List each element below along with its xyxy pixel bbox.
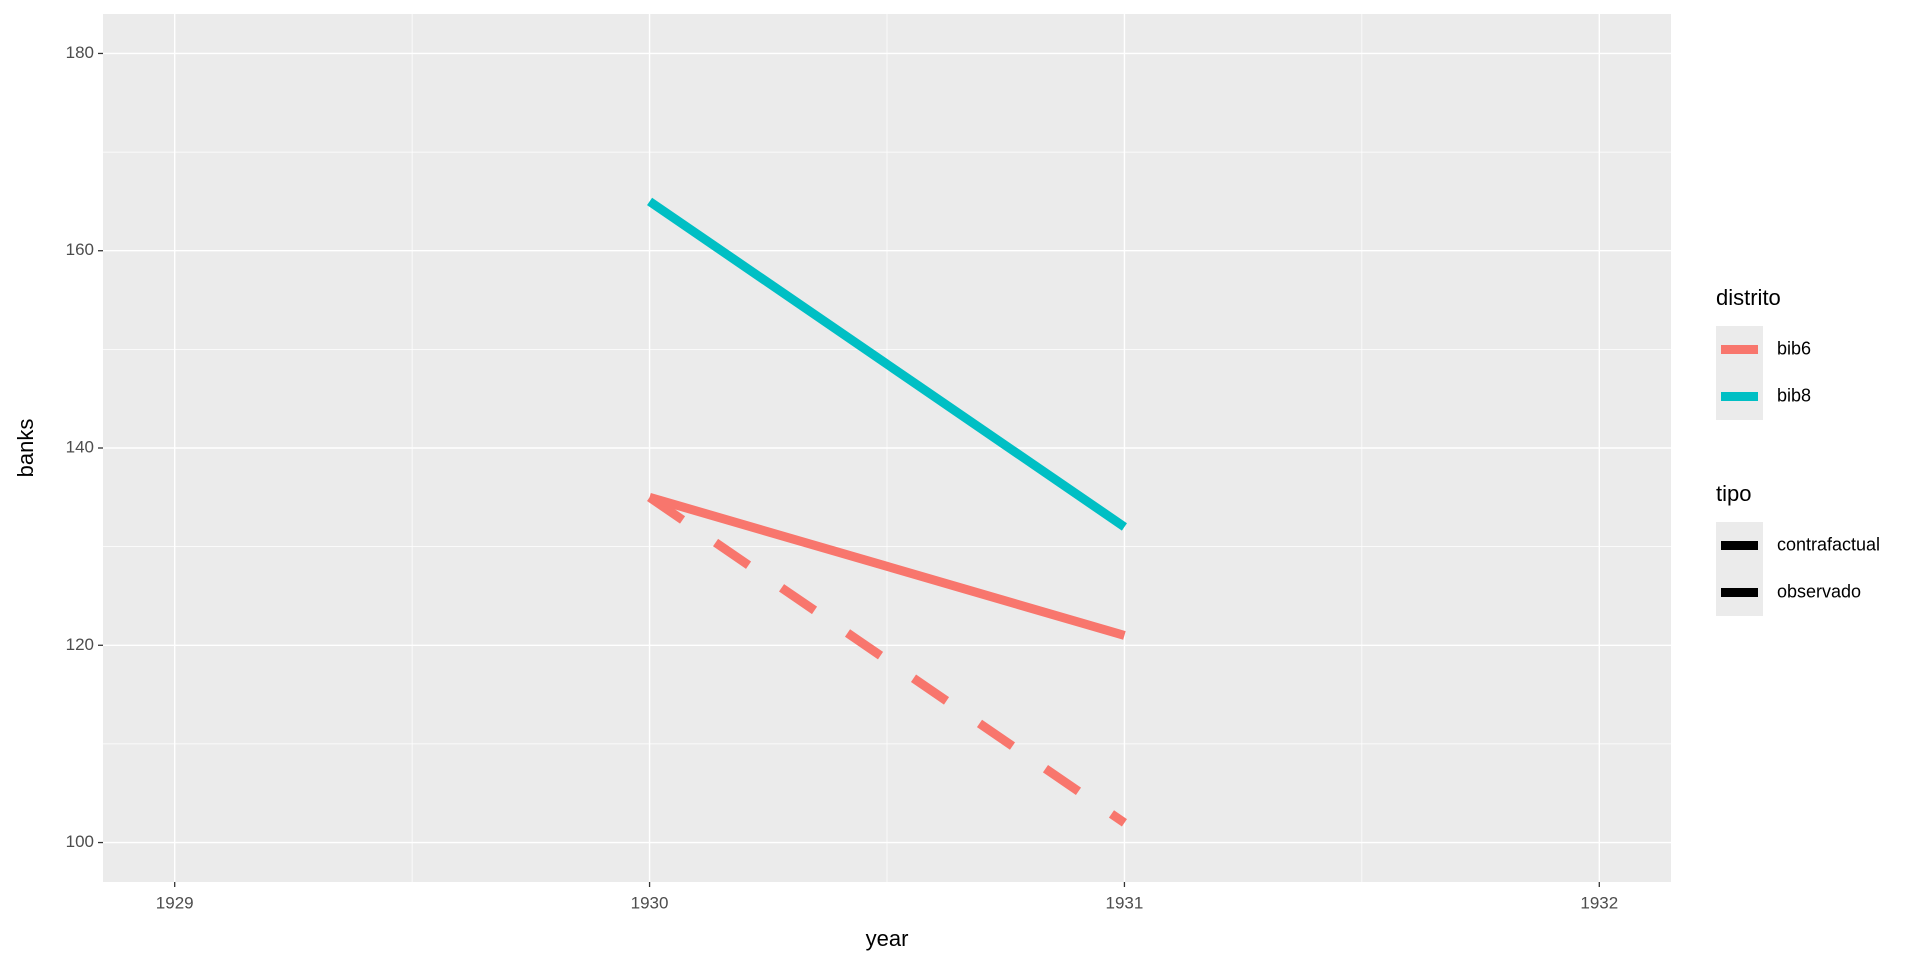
legend-label: bib8 bbox=[1777, 385, 1811, 405]
x-tick-label: 1929 bbox=[156, 893, 194, 912]
y-tick-label: 100 bbox=[66, 832, 94, 851]
y-tick-label: 180 bbox=[66, 43, 94, 62]
x-tick-label: 1930 bbox=[631, 893, 669, 912]
legend-key-background bbox=[1716, 326, 1763, 420]
x-tick-label: 1932 bbox=[1580, 893, 1618, 912]
legend-title: distrito bbox=[1716, 285, 1781, 310]
legend-title: tipo bbox=[1716, 481, 1751, 506]
x-axis-title: year bbox=[866, 926, 909, 951]
y-tick-label: 140 bbox=[66, 437, 94, 456]
y-tick-label: 160 bbox=[66, 240, 94, 259]
series-line bbox=[647, 493, 1127, 827]
legend-label: observado bbox=[1777, 581, 1861, 601]
x-tick-label: 1931 bbox=[1106, 893, 1144, 912]
y-tick-label: 120 bbox=[66, 635, 94, 654]
legend-label: contrafactual bbox=[1777, 534, 1880, 554]
series-line bbox=[647, 197, 1127, 531]
legend-key-background bbox=[1716, 522, 1763, 616]
series-line bbox=[648, 492, 1126, 640]
y-axis-title: banks bbox=[13, 419, 38, 478]
legend-label: bib6 bbox=[1777, 338, 1811, 358]
